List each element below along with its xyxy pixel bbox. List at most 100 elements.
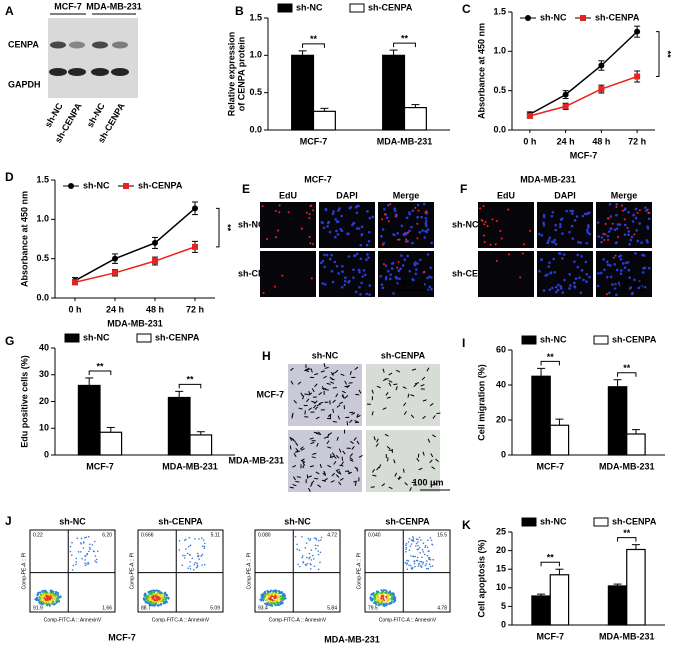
marker bbox=[634, 28, 641, 35]
event bbox=[260, 593, 263, 596]
event bbox=[317, 568, 320, 571]
micrograph bbox=[319, 202, 375, 248]
legend-label: sh-NC bbox=[296, 2, 323, 12]
edu-cell bbox=[261, 205, 264, 208]
event bbox=[203, 545, 206, 548]
event bbox=[270, 592, 273, 595]
nucleus bbox=[410, 225, 413, 229]
bar bbox=[312, 110, 336, 131]
cell bbox=[393, 383, 398, 386]
y-axis-title: Comp-PE-A :: PI bbox=[246, 553, 252, 590]
edu-cell bbox=[607, 238, 610, 241]
nucleus bbox=[385, 216, 389, 220]
event bbox=[44, 602, 47, 605]
event bbox=[388, 591, 391, 594]
bar bbox=[167, 396, 191, 456]
nucleus bbox=[416, 262, 419, 265]
legend-swatch bbox=[64, 333, 80, 343]
y-tick-label: 30 bbox=[39, 369, 49, 379]
event bbox=[200, 555, 203, 557]
nucleus bbox=[640, 284, 644, 288]
nucleus bbox=[609, 264, 612, 267]
event bbox=[282, 593, 285, 596]
cell bbox=[344, 385, 349, 388]
edu-cell bbox=[494, 243, 497, 246]
edu-cell bbox=[416, 222, 419, 225]
group-label: MDA-MB-231 bbox=[324, 634, 380, 644]
event bbox=[75, 563, 77, 566]
edu-cell bbox=[615, 205, 618, 208]
event bbox=[382, 600, 385, 603]
event bbox=[297, 563, 299, 566]
marker bbox=[112, 255, 118, 262]
nucleus bbox=[338, 207, 341, 210]
series-line bbox=[529, 75, 638, 117]
edu-cell bbox=[308, 217, 311, 220]
cell bbox=[432, 434, 436, 438]
cell bbox=[349, 453, 354, 457]
event bbox=[427, 539, 429, 541]
edu-cell bbox=[397, 260, 400, 263]
nucleus bbox=[643, 285, 647, 289]
nucleus bbox=[387, 203, 390, 207]
event bbox=[267, 590, 270, 593]
nucleus bbox=[349, 205, 353, 209]
cell bbox=[328, 432, 333, 436]
nucleus bbox=[357, 268, 361, 272]
cell bbox=[331, 452, 336, 457]
cell bbox=[334, 369, 339, 374]
event bbox=[393, 596, 396, 599]
quadrant-value: 0.080 bbox=[258, 532, 271, 538]
event bbox=[429, 558, 432, 561]
event bbox=[184, 554, 186, 557]
nucleus bbox=[360, 233, 364, 236]
significance-bracket bbox=[656, 31, 660, 78]
nucleus bbox=[381, 286, 385, 290]
row-label: sh-NC bbox=[238, 219, 265, 229]
cell bbox=[395, 386, 398, 391]
cell bbox=[388, 382, 392, 387]
event bbox=[428, 556, 431, 559]
event bbox=[56, 595, 59, 598]
event bbox=[43, 595, 46, 598]
band bbox=[111, 68, 129, 76]
event bbox=[80, 543, 83, 545]
event bbox=[189, 568, 192, 570]
bar bbox=[626, 433, 646, 456]
cell bbox=[300, 458, 305, 462]
event bbox=[425, 567, 428, 570]
event bbox=[271, 598, 274, 601]
nucleus bbox=[615, 202, 618, 206]
nucleus bbox=[560, 217, 564, 220]
nucleus bbox=[611, 283, 614, 286]
nucleus bbox=[596, 221, 600, 224]
event bbox=[404, 561, 407, 564]
cell bbox=[341, 390, 346, 394]
event bbox=[91, 544, 94, 546]
nucleus bbox=[367, 230, 371, 234]
event bbox=[394, 598, 397, 601]
nucleus bbox=[400, 254, 403, 257]
event bbox=[294, 535, 297, 538]
cell bbox=[411, 368, 417, 371]
nucleus bbox=[553, 238, 557, 242]
nucleus bbox=[411, 241, 414, 245]
nucleus bbox=[551, 210, 555, 214]
significance-label: ** bbox=[623, 363, 631, 373]
event bbox=[380, 589, 383, 592]
event bbox=[181, 564, 184, 567]
event bbox=[278, 592, 281, 595]
nucleus bbox=[401, 264, 405, 267]
band bbox=[91, 68, 109, 76]
event bbox=[377, 602, 380, 605]
edu-cell bbox=[633, 233, 636, 236]
event bbox=[145, 594, 148, 597]
event bbox=[407, 560, 410, 562]
cell bbox=[312, 452, 317, 455]
cell bbox=[300, 448, 305, 451]
event bbox=[372, 597, 375, 600]
cell bbox=[292, 476, 296, 481]
edu-cell bbox=[309, 205, 312, 208]
nucleus bbox=[581, 214, 585, 218]
nucleus bbox=[353, 254, 357, 257]
